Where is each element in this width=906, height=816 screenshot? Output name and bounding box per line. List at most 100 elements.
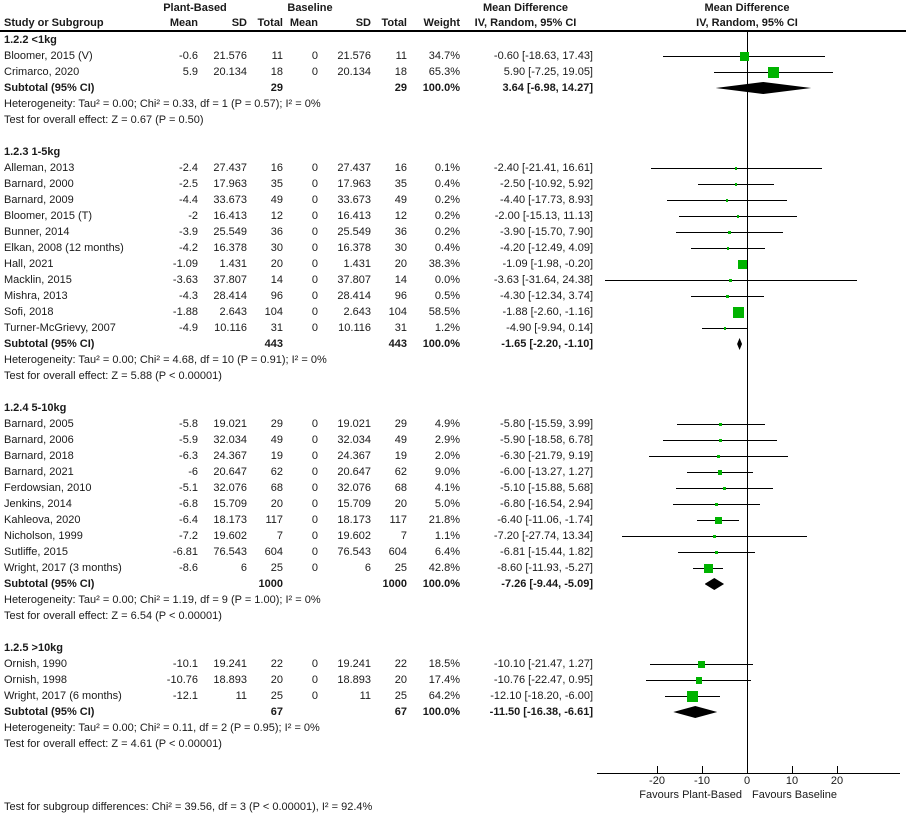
cell-ci: -6.30 [-21.79, 9.19] — [500, 450, 593, 462]
axis-tick-label: 20 — [830, 775, 844, 787]
effect-square — [726, 295, 729, 298]
cell-b_total: 62 — [394, 466, 407, 478]
cell-b_total: 25 — [394, 690, 407, 702]
effect-square — [686, 690, 699, 703]
cell-weight: 6.4% — [434, 546, 460, 558]
cell-b_total: 31 — [394, 322, 407, 334]
cell-name: Subtotal (95% CI) — [4, 82, 95, 94]
heterogeneity-note: Heterogeneity: Tau² = 0.00; Chi² = 0.11,… — [4, 722, 320, 734]
cell-mean: 5.9 — [182, 66, 198, 78]
cell-b_sd: 37.807 — [337, 274, 371, 286]
effect-square — [725, 199, 729, 202]
cell-ci: -6.81 [-15.44, 1.82] — [500, 546, 593, 558]
cell-weight: 2.0% — [434, 450, 460, 462]
effect-square — [719, 439, 722, 442]
cell-ci: -3.63 [-31.64, 24.38] — [493, 274, 593, 286]
axis-tick-label: -10 — [694, 775, 710, 787]
axis-label-favours-baseline: Favours Baseline — [752, 789, 837, 801]
cell-sd: 28.414 — [213, 290, 247, 302]
effect-square — [728, 231, 731, 234]
cell-b_total: 7 — [400, 530, 407, 542]
subtotal-diamond — [704, 578, 725, 590]
cell-b_total: 1000 — [382, 578, 407, 590]
cell-name: Kahleova, 2020 — [4, 514, 81, 526]
cell-ci: -2.00 [-15.13, 11.13] — [494, 210, 593, 222]
cell-sd: 18.893 — [213, 674, 247, 686]
effect-square — [714, 517, 722, 524]
cell-ci: -8.60 [-11.93, -5.27] — [497, 562, 593, 574]
cell-weight: 0.2% — [434, 226, 460, 238]
cell-weight: 0.2% — [434, 194, 460, 206]
cell-b_mean: 0 — [311, 514, 318, 526]
cell-mean: -2.5 — [179, 178, 198, 190]
cell-b_sd: 2.643 — [343, 306, 371, 318]
cell-b_sd: 1.431 — [343, 258, 371, 270]
effect-square — [703, 563, 714, 574]
cell-mean: -6 — [188, 466, 198, 478]
cell-b_sd: 21.576 — [337, 50, 371, 62]
column-group-plant-based: Plant-Based — [163, 2, 227, 14]
effect-square — [723, 327, 727, 330]
column-baseline-total: Total — [381, 17, 407, 29]
cell-weight: 38.3% — [428, 258, 460, 270]
cell-b_mean: 0 — [311, 482, 318, 494]
cell-ci: -4.30 [-12.34, 3.74] — [500, 290, 593, 302]
cell-name: Subtotal (95% CI) — [4, 706, 95, 718]
cell-total: 22 — [270, 658, 283, 670]
cell-b_mean: 0 — [311, 178, 318, 190]
cell-weight: 0.0% — [434, 274, 460, 286]
cell-ci: -1.88 [-2.60, -1.16] — [502, 306, 594, 318]
cell-total: 16 — [270, 162, 283, 174]
cell-sd: 27.437 — [213, 162, 247, 174]
subgroup-heading: 1.2.3 1-5kg — [4, 146, 61, 158]
cell-total: 35 — [270, 178, 283, 190]
column-study-or-subgroup: Study or Subgroup — [4, 17, 104, 29]
cell-b_mean: 0 — [311, 50, 318, 62]
subtotal-diamond — [715, 82, 812, 94]
cell-mean: -4.2 — [179, 242, 198, 254]
cell-mean: -2 — [188, 210, 198, 222]
cell-weight: 100.0% — [422, 578, 460, 590]
heterogeneity-note: Heterogeneity: Tau² = 0.00; Chi² = 4.68,… — [4, 354, 327, 366]
axis-tick-label: 0 — [743, 775, 751, 787]
cell-b_total: 25 — [394, 562, 407, 574]
cell-sd: 17.963 — [213, 178, 247, 190]
cell-name: Elkan, 2008 (12 months) — [4, 242, 124, 254]
cell-b_mean: 0 — [311, 674, 318, 686]
cell-name: Jenkins, 2014 — [4, 498, 72, 510]
cell-mean: -2.4 — [179, 162, 198, 174]
cell-mean: -5.9 — [179, 434, 198, 446]
cell-b_total: 35 — [394, 178, 407, 190]
cell-ci: -10.10 [-21.47, 1.27] — [493, 658, 593, 670]
cell-b_sd: 19.021 — [337, 418, 371, 430]
cell-ci: -5.10 [-15.88, 5.68] — [500, 482, 593, 494]
cell-name: Subtotal (95% CI) — [4, 338, 95, 350]
cell-b_total: 96 — [394, 290, 407, 302]
cell-ci: -10.76 [-22.47, 0.95] — [493, 674, 593, 686]
cell-b_mean: 0 — [311, 258, 318, 270]
cell-sd: 15.709 — [213, 498, 247, 510]
cell-weight: 4.1% — [434, 482, 460, 494]
cell-sd: 37.807 — [213, 274, 247, 286]
plot-header-mean-difference: Mean Difference — [704, 2, 790, 14]
cell-b_sd: 15.709 — [337, 498, 371, 510]
cell-total: 604 — [264, 546, 283, 558]
cell-weight: 2.9% — [434, 434, 460, 446]
cell-ci: -4.20 [-12.49, 4.09] — [500, 242, 593, 254]
effect-square — [732, 306, 745, 319]
effect-square — [717, 455, 720, 458]
cell-b_total: 67 — [394, 706, 407, 718]
cell-mean: -8.6 — [179, 562, 198, 574]
cell-sd: 16.413 — [213, 210, 247, 222]
effect-square — [713, 535, 716, 538]
cell-b_total: 20 — [394, 498, 407, 510]
cell-mean: -4.3 — [179, 290, 198, 302]
effect-square — [719, 422, 723, 427]
cell-b_sd: 76.543 — [337, 546, 371, 558]
cell-name: Ferdowsian, 2010 — [4, 482, 92, 494]
effect-square — [737, 260, 747, 269]
cell-mean: -3.9 — [179, 226, 198, 238]
cell-b_mean: 0 — [311, 66, 318, 78]
cell-weight: 1.1% — [434, 530, 460, 542]
cell-b_mean: 0 — [311, 530, 318, 542]
